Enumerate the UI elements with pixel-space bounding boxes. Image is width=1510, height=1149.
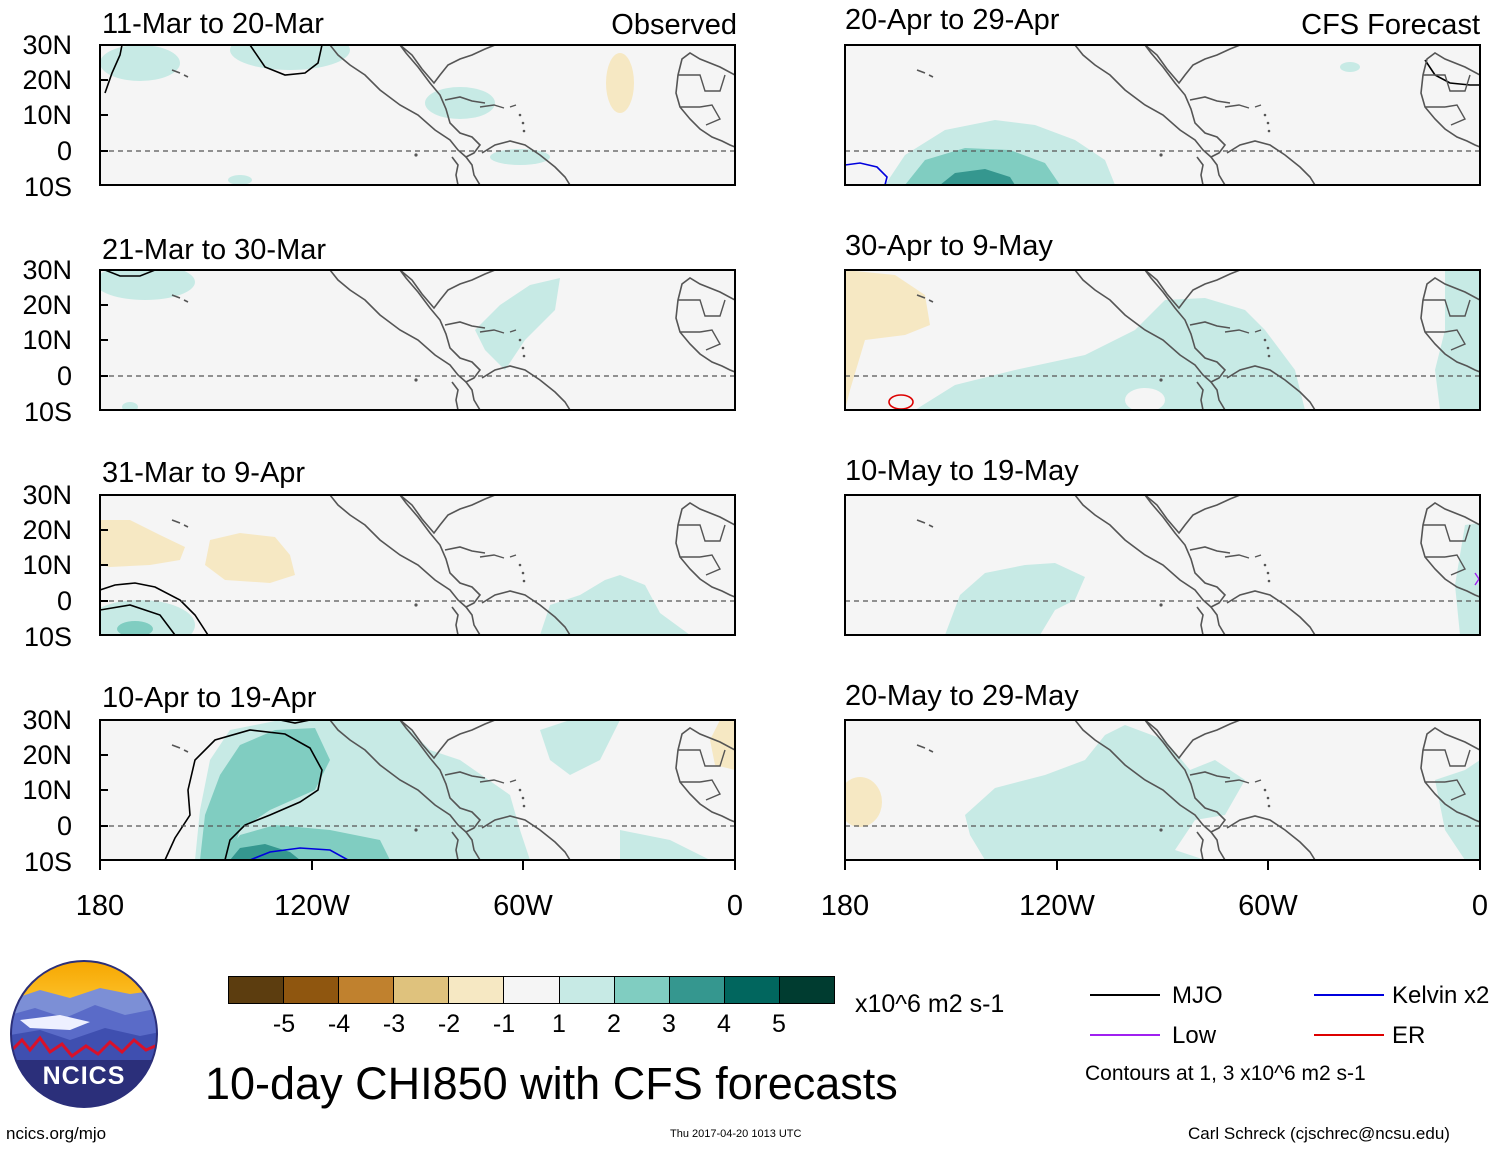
lon-label: 0	[1471, 890, 1489, 922]
main-title: 10-day CHI850 with CFS forecasts	[205, 1058, 898, 1109]
lat-label: 30N	[22, 705, 72, 735]
lat-label: 10S	[23, 397, 72, 427]
lat-label: 10N	[22, 550, 72, 580]
colorbar-tick: 1	[552, 1010, 566, 1038]
author-credit: Carl Schreck (cjschrec@ncsu.edu)	[1188, 1124, 1450, 1143]
timestamp: Thu 2017-04-20 1013 UTC	[670, 1128, 802, 1140]
ncics-logo: NCICS	[10, 960, 158, 1108]
observed-label: Observed	[611, 9, 737, 41]
lat-label: 20N	[22, 515, 72, 545]
colorbar-tick: 5	[772, 1010, 786, 1038]
panel-title: 30-Apr to 9-May	[845, 230, 1053, 262]
lat-label: 0	[56, 586, 72, 616]
panel-right-4	[844, 719, 1481, 861]
panel-left-4	[99, 719, 736, 861]
colorbar-swatch	[503, 977, 559, 1003]
colorbar-tick: -2	[437, 1010, 461, 1038]
colorbar-tick: -5	[272, 1010, 296, 1038]
panel-title: 10-Apr to 19-Apr	[102, 682, 317, 714]
panel-title: 31-Mar to 9-Apr	[102, 457, 306, 489]
colorbar-swatch	[778, 977, 835, 1003]
legend-line-kelvin	[1314, 994, 1384, 996]
colorbar-swatch	[723, 977, 779, 1003]
panel-right-2	[844, 269, 1481, 411]
colorbar-swatch	[283, 977, 339, 1003]
axis-ticks	[99, 44, 1481, 870]
panel-left-1	[99, 44, 736, 186]
colorbar	[228, 976, 835, 1004]
website-link[interactable]: ncics.org/mjo	[6, 1124, 107, 1143]
panel-title: 10-May to 19-May	[845, 455, 1079, 487]
lat-label: 30N	[22, 30, 72, 60]
panel-title: 21-Mar to 30-Mar	[102, 234, 327, 266]
lat-label: 10N	[22, 100, 72, 130]
lat-label: 0	[56, 136, 72, 166]
lon-label: 60W	[493, 890, 553, 922]
lat-label: 10N	[22, 325, 72, 355]
legend-label: Kelvin x2	[1392, 982, 1490, 1009]
lat-label: 20N	[22, 65, 72, 95]
legend-label: Low	[1172, 1022, 1217, 1049]
panel-title: 20-May to 29-May	[845, 680, 1079, 712]
colorbar-swatch	[668, 977, 724, 1003]
panel-left-2	[99, 269, 736, 411]
lon-label: 0	[726, 890, 744, 922]
logo-text: NCICS	[43, 1062, 126, 1090]
panel-right-3	[844, 494, 1481, 636]
lon-label: 60W	[1238, 890, 1298, 922]
legend-label: ER	[1392, 1022, 1426, 1049]
legend-note: Contours at 1, 3 x10^6 m2 s-1	[1085, 1062, 1366, 1085]
lat-label: 30N	[22, 255, 72, 285]
colorbar-units: x10^6 m2 s-1	[855, 990, 1005, 1018]
lon-label: 180	[820, 890, 870, 922]
lon-label: 120W	[274, 890, 350, 922]
colorbar-swatch	[393, 977, 449, 1003]
colorbar-swatch	[338, 977, 394, 1003]
colorbar-swatch	[448, 977, 504, 1003]
lat-label: 20N	[22, 740, 72, 770]
colorbar-tick: -3	[382, 1010, 406, 1038]
colorbar-tick: -4	[327, 1010, 351, 1038]
colorbar-tick: -1	[492, 1010, 516, 1038]
lon-label: 120W	[1019, 890, 1095, 922]
legend-line-mjo	[1090, 994, 1160, 996]
panel-right-1	[844, 44, 1481, 186]
lat-label: 10S	[23, 622, 72, 652]
lat-label: 10S	[23, 172, 72, 202]
lat-label: 10S	[23, 847, 72, 877]
colorbar-swatch	[558, 977, 614, 1003]
lon-label: 180	[75, 890, 125, 922]
legend-line-low	[1090, 1034, 1160, 1036]
lat-label: 0	[56, 361, 72, 391]
map-panels	[99, 44, 1481, 870]
colorbar-swatch	[613, 977, 669, 1003]
legend-line-er	[1314, 1034, 1384, 1036]
colorbar-tick: 2	[607, 1010, 621, 1038]
panel-left-3	[99, 494, 736, 636]
legend-label: MJO	[1172, 982, 1223, 1009]
lat-label: 0	[56, 811, 72, 841]
colorbar-tick: 3	[662, 1010, 676, 1038]
lat-label: 30N	[22, 480, 72, 510]
colorbar-swatch	[229, 977, 284, 1003]
panel-title: 11-Mar to 20-Mar	[102, 8, 324, 40]
lat-label: 10N	[22, 775, 72, 805]
panel-title: 20-Apr to 29-Apr	[845, 4, 1060, 36]
lat-label: 20N	[22, 290, 72, 320]
colorbar-tick: 4	[717, 1010, 731, 1038]
cfs-forecast-label: CFS Forecast	[1301, 9, 1480, 41]
